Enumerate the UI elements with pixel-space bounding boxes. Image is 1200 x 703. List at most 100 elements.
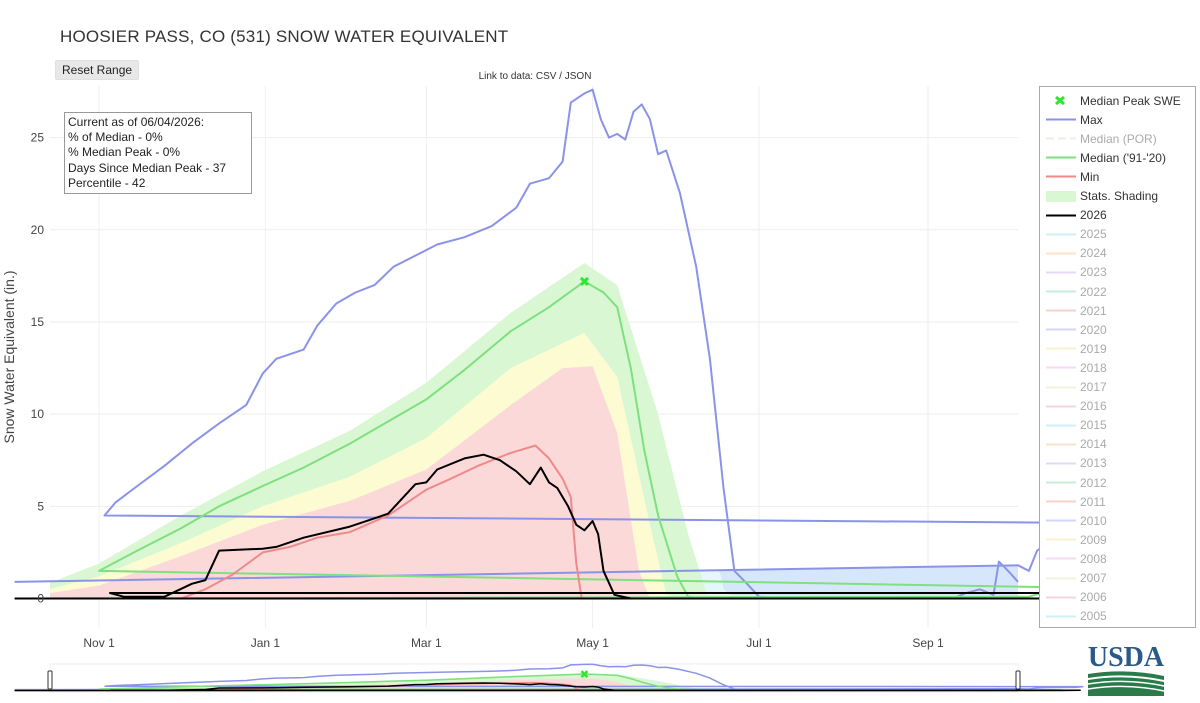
legend-item-2012[interactable]: 2012 (1040, 473, 1107, 492)
x-tick-label: Sep 1 (912, 636, 944, 650)
legend-item-2021[interactable]: 2021 (1040, 301, 1107, 320)
mini-current-year-line (14, 682, 1081, 692)
band-70th (50, 263, 1018, 599)
legend-item-2018[interactable]: 2018 (1040, 358, 1107, 377)
legend-swatch (1046, 156, 1076, 159)
legend-swatch (1046, 443, 1076, 446)
legend-swatch (1046, 596, 1076, 599)
status-percent-median-peak: % Median Peak - 0% (68, 145, 181, 160)
mini-median-peak-marker (580, 670, 589, 678)
y-tick-label: 5 (37, 499, 44, 513)
legend-label: 2019 (1080, 341, 1107, 356)
legend-swatch (1046, 424, 1076, 427)
legend-swatch (1046, 137, 1076, 140)
legend-item-2019[interactable]: 2019 (1040, 339, 1107, 358)
legend-label: 2016 (1080, 399, 1107, 414)
legend-swatch (1046, 366, 1076, 369)
legend-label: 2008 (1080, 551, 1107, 566)
legend-item-2009[interactable]: 2009 (1040, 530, 1107, 549)
legend-item-2015[interactable]: 2015 (1040, 416, 1107, 435)
legend-fill (1046, 190, 1076, 202)
legend-label: Median ('91-'20) (1080, 150, 1166, 165)
status-percent-median: % of Median - 0% (68, 130, 163, 145)
legend-label: Median Peak SWE (1080, 93, 1181, 108)
legend-item-2013[interactable]: 2013 (1040, 454, 1107, 473)
data-link: Link to data: CSV / JSON (0, 71, 1070, 82)
status-current-as-of: Current as of 06/04/2026: (68, 115, 205, 129)
legend-item-2026[interactable]: 2026 (1040, 206, 1107, 225)
y-tick-label: 10 (31, 407, 45, 421)
legend-item-median-por[interactable]: Median (POR) (1040, 129, 1157, 148)
status-percentile: Percentile - 42 (68, 175, 146, 190)
band-50th (50, 333, 1018, 599)
legend-item-2010[interactable]: 2010 (1040, 511, 1107, 530)
median-peak-marker (579, 276, 590, 286)
stats-shading (50, 263, 1018, 599)
legend-label: 2020 (1080, 322, 1107, 337)
legend-item-2025[interactable]: 2025 (1040, 225, 1107, 244)
legend-swatch (1046, 519, 1076, 522)
legend-item-2014[interactable]: 2014 (1040, 435, 1107, 454)
csv-link[interactable]: CSV (535, 71, 557, 82)
status-days-since-peak: Days Since Median Peak - 37 (68, 160, 227, 175)
median-peak-x (579, 276, 590, 286)
legend-item-2005[interactable]: 2005 (1040, 607, 1107, 626)
legend-item-2022[interactable]: 2022 (1040, 282, 1107, 301)
legend-item-2008[interactable]: 2008 (1040, 549, 1107, 568)
data-link-separator: / (556, 71, 565, 82)
legend-label: 2025 (1080, 227, 1107, 242)
legend-item-2006[interactable]: 2006 (1040, 588, 1107, 607)
legend-swatch (1046, 328, 1076, 331)
legend-label: 2006 (1080, 590, 1107, 605)
range-handle-right[interactable] (1015, 670, 1021, 690)
legend-swatch (1046, 252, 1076, 255)
y-tick-label: 25 (31, 131, 45, 145)
legend-swatch (1055, 95, 1065, 106)
legend-swatch (1046, 557, 1076, 560)
legend-item-2016[interactable]: 2016 (1040, 397, 1107, 416)
legend-swatch (1046, 577, 1076, 579)
legend-item-stats-shading[interactable]: Stats. Shading (1040, 187, 1158, 206)
y-tick-label: 20 (31, 223, 45, 237)
legend-item-2011[interactable]: 2011 (1040, 492, 1106, 511)
legend-swatch (1046, 386, 1076, 388)
legend-item-median-91-20[interactable]: Median ('91-'20) (1040, 148, 1166, 167)
legend-swatch (1046, 615, 1076, 618)
legend-swatch (1046, 214, 1076, 217)
legend-swatch (1046, 462, 1076, 465)
legend-item-2017[interactable]: 2017 (1040, 378, 1107, 397)
legend-label: 2012 (1080, 475, 1107, 490)
legend-swatch (1046, 538, 1076, 541)
legend-label: 2014 (1080, 437, 1107, 452)
legend-label: 2024 (1080, 246, 1107, 261)
x-tick-label: May 1 (576, 636, 609, 650)
legend-item-2023[interactable]: 2023 (1040, 263, 1107, 282)
x-tick-label: Jan 1 (251, 636, 281, 650)
range-slider[interactable] (14, 663, 1084, 693)
legend-item-2007[interactable]: 2007 (1040, 569, 1107, 588)
legend-swatch (1046, 347, 1076, 350)
legend-item-median-peak-swe[interactable]: Median Peak SWE (1040, 91, 1181, 110)
legend-label: Stats. Shading (1080, 189, 1159, 203)
legend: Median Peak SWE Max Median (POR) Median ('9… (1039, 86, 1196, 628)
range-handle-left[interactable] (47, 670, 53, 690)
legend-label: 2005 (1080, 609, 1107, 624)
reset-range-button[interactable]: Reset Range (55, 60, 140, 80)
legend-item-2020[interactable]: 2020 (1040, 320, 1107, 339)
legend-label: 2021 (1080, 303, 1107, 318)
legend-swatch (1046, 481, 1076, 484)
legend-label: 2010 (1080, 513, 1107, 528)
legend-item-max[interactable]: Max (1040, 110, 1103, 129)
legend-label: Median (POR) (1080, 131, 1157, 146)
legend-item-min[interactable]: Min (1040, 167, 1099, 186)
legend-swatch (1046, 233, 1076, 236)
mini-median-line (14, 673, 1062, 692)
legend-item-2024[interactable]: 2024 (1040, 244, 1107, 263)
json-link[interactable]: JSON (564, 71, 592, 82)
x-tick-label: Jul 1 (746, 636, 772, 650)
legend-label: 2022 (1080, 284, 1107, 299)
current-year-line (14, 453, 1082, 600)
max-line (14, 88, 1085, 600)
legend-label: 2009 (1080, 532, 1107, 547)
